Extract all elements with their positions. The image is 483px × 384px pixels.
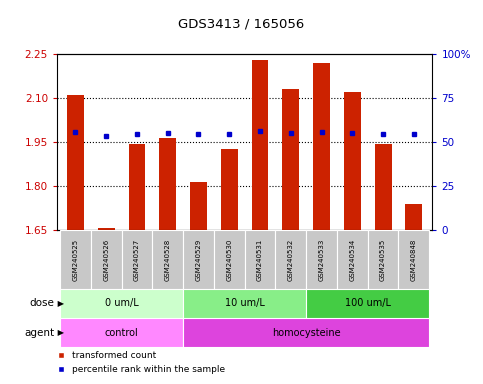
Bar bbox=[283, 89, 299, 230]
Bar bbox=[245, 230, 275, 289]
Text: ▶: ▶ bbox=[55, 299, 64, 308]
Bar bbox=[337, 230, 368, 289]
Text: GSM240533: GSM240533 bbox=[319, 238, 325, 281]
Bar bbox=[60, 289, 183, 318]
Bar bbox=[398, 230, 429, 289]
Bar bbox=[252, 60, 269, 230]
Bar bbox=[221, 149, 238, 230]
Bar bbox=[313, 63, 330, 230]
Bar bbox=[159, 137, 176, 230]
Bar bbox=[190, 182, 207, 230]
Bar bbox=[60, 230, 91, 289]
Text: GSM240530: GSM240530 bbox=[226, 238, 232, 281]
Text: homocysteine: homocysteine bbox=[272, 328, 341, 338]
Bar bbox=[375, 144, 392, 230]
Bar bbox=[183, 318, 429, 347]
Text: GSM240528: GSM240528 bbox=[165, 238, 170, 281]
Text: GSM240526: GSM240526 bbox=[103, 238, 109, 281]
Bar bbox=[183, 230, 214, 289]
Text: control: control bbox=[105, 328, 139, 338]
Text: agent: agent bbox=[25, 328, 55, 338]
Text: GSM240534: GSM240534 bbox=[349, 238, 355, 281]
Bar bbox=[128, 144, 145, 230]
Bar bbox=[275, 230, 306, 289]
Bar bbox=[306, 230, 337, 289]
Text: GSM240531: GSM240531 bbox=[257, 238, 263, 281]
Bar bbox=[60, 318, 183, 347]
Text: 0 um/L: 0 um/L bbox=[105, 298, 139, 308]
Bar bbox=[344, 92, 361, 230]
Bar bbox=[67, 95, 84, 230]
Text: GSM240532: GSM240532 bbox=[288, 238, 294, 281]
Bar bbox=[122, 230, 152, 289]
Text: GDS3413 / 165056: GDS3413 / 165056 bbox=[178, 17, 305, 30]
Legend: transformed count, percentile rank within the sample: transformed count, percentile rank withi… bbox=[48, 348, 229, 377]
Text: GSM240529: GSM240529 bbox=[196, 238, 201, 281]
Text: GSM240535: GSM240535 bbox=[380, 238, 386, 281]
Bar bbox=[405, 204, 422, 230]
Text: GSM240527: GSM240527 bbox=[134, 238, 140, 281]
Bar bbox=[152, 230, 183, 289]
Text: GSM240525: GSM240525 bbox=[72, 238, 78, 281]
Bar bbox=[91, 230, 122, 289]
Text: GSM240848: GSM240848 bbox=[411, 238, 417, 281]
Bar bbox=[183, 289, 306, 318]
Text: ▶: ▶ bbox=[55, 328, 64, 337]
Bar bbox=[306, 289, 429, 318]
Bar bbox=[368, 230, 398, 289]
Text: 10 um/L: 10 um/L bbox=[225, 298, 265, 308]
Bar bbox=[214, 230, 245, 289]
Text: 100 um/L: 100 um/L bbox=[345, 298, 391, 308]
Text: dose: dose bbox=[29, 298, 55, 308]
Bar bbox=[98, 228, 114, 230]
